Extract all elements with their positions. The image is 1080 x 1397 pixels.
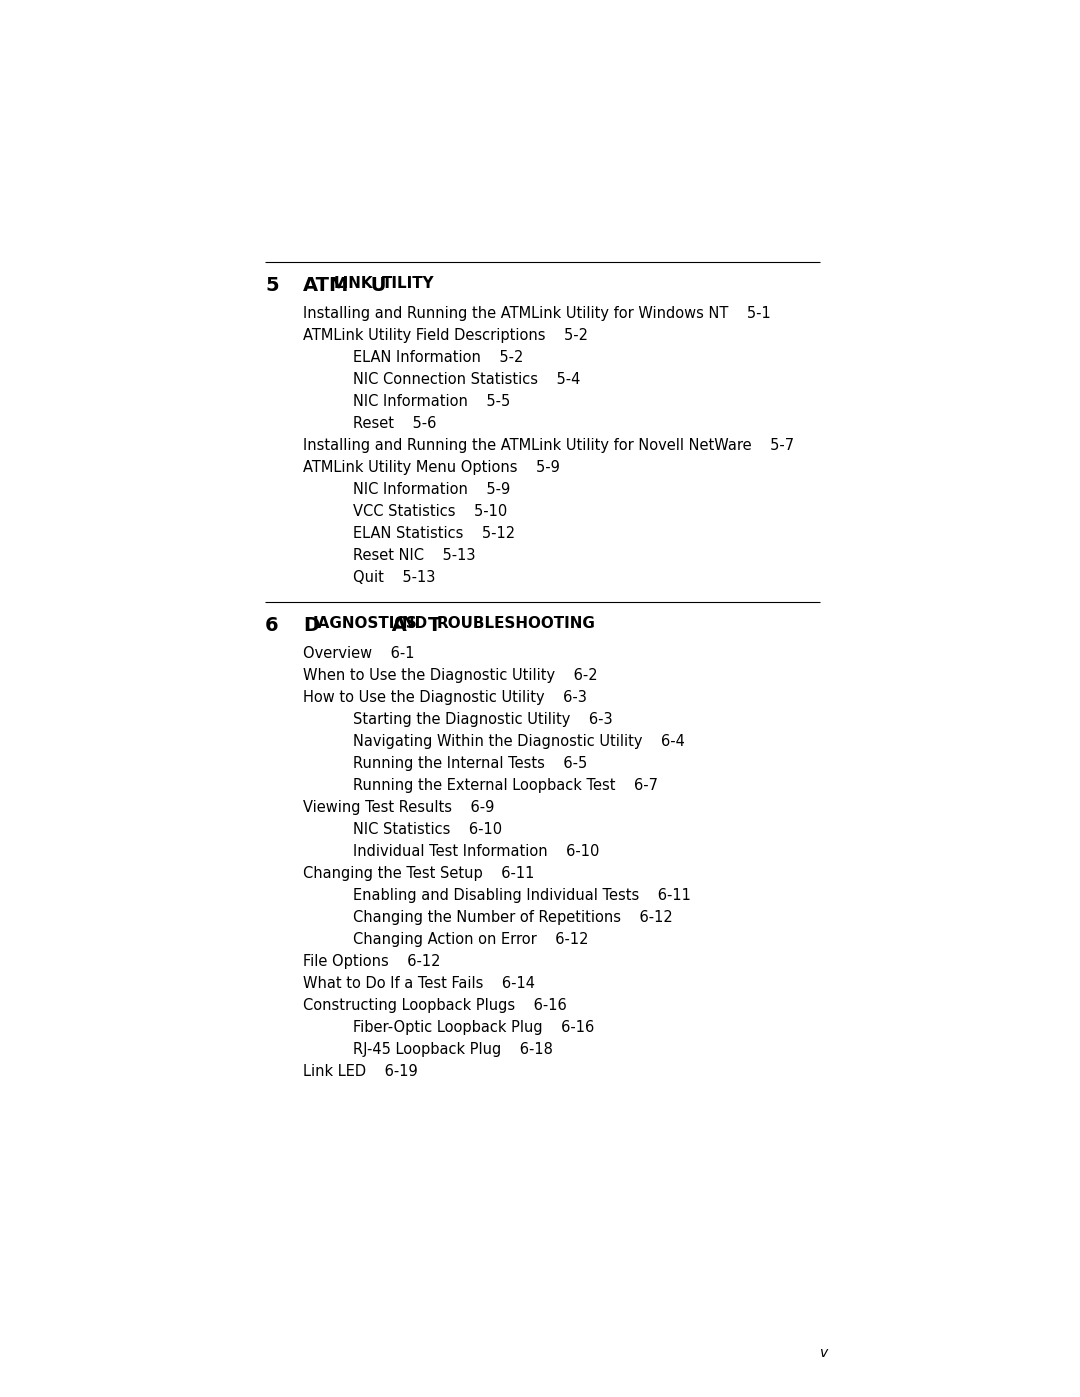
Text: How to Use the Diagnostic Utility    6-3: How to Use the Diagnostic Utility 6-3 [303, 690, 586, 705]
Text: 6: 6 [265, 616, 279, 636]
Text: Running the Internal Tests    6-5: Running the Internal Tests 6-5 [353, 756, 588, 771]
Text: LINK: LINK [334, 277, 374, 291]
Text: ATMLink Utility Menu Options    5-9: ATMLink Utility Menu Options 5-9 [303, 460, 559, 475]
Text: Starting the Diagnostic Utility    6-3: Starting the Diagnostic Utility 6-3 [353, 712, 612, 726]
Text: Individual Test Information    6-10: Individual Test Information 6-10 [353, 844, 599, 859]
Text: v: v [820, 1345, 828, 1361]
Text: NIC Statistics    6-10: NIC Statistics 6-10 [353, 821, 502, 837]
Text: What to Do If a Test Fails    6-14: What to Do If a Test Fails 6-14 [303, 977, 535, 990]
Text: TILITY: TILITY [382, 277, 434, 291]
Text: Link LED    6-19: Link LED 6-19 [303, 1065, 418, 1078]
Text: A: A [384, 616, 407, 636]
Text: Installing and Running the ATMLink Utility for Novell NetWare    5-7: Installing and Running the ATMLink Utili… [303, 439, 794, 453]
Text: Reset    5-6: Reset 5-6 [353, 416, 436, 432]
Text: Quit    5-13: Quit 5-13 [353, 570, 435, 585]
Text: Changing the Test Setup    6-11: Changing the Test Setup 6-11 [303, 866, 535, 882]
Text: RJ-45 Loopback Plug    6-18: RJ-45 Loopback Plug 6-18 [353, 1042, 553, 1058]
Text: IAGNOSTICS: IAGNOSTICS [313, 616, 418, 631]
Text: ATM: ATM [303, 277, 349, 295]
Text: T: T [428, 616, 442, 636]
Text: Constructing Loopback Plugs    6-16: Constructing Loopback Plugs 6-16 [303, 997, 567, 1013]
Text: U: U [364, 277, 387, 295]
Text: ELAN Information    5-2: ELAN Information 5-2 [353, 351, 524, 365]
Text: VCC Statistics    5-10: VCC Statistics 5-10 [353, 504, 508, 520]
Text: NIC Information    5-9: NIC Information 5-9 [353, 482, 510, 497]
Text: Fiber-Optic Loopback Plug    6-16: Fiber-Optic Loopback Plug 6-16 [353, 1020, 594, 1035]
Text: Navigating Within the Diagnostic Utility    6-4: Navigating Within the Diagnostic Utility… [353, 733, 685, 749]
Text: NIC Connection Statistics    5-4: NIC Connection Statistics 5-4 [353, 372, 580, 387]
Text: Viewing Test Results    6-9: Viewing Test Results 6-9 [303, 800, 495, 814]
Text: ROUBLESHOOTING: ROUBLESHOOTING [437, 616, 596, 631]
Text: Changing the Number of Repetitions    6-12: Changing the Number of Repetitions 6-12 [353, 909, 673, 925]
Text: NIC Information    5-5: NIC Information 5-5 [353, 394, 510, 409]
Text: When to Use the Diagnostic Utility    6-2: When to Use the Diagnostic Utility 6-2 [303, 668, 597, 683]
Text: Overview    6-1: Overview 6-1 [303, 645, 415, 661]
Text: Enabling and Disabling Individual Tests    6-11: Enabling and Disabling Individual Tests … [353, 888, 691, 902]
Text: D: D [303, 616, 319, 636]
Text: Installing and Running the ATMLink Utility for Windows NT    5-1: Installing and Running the ATMLink Utili… [303, 306, 771, 321]
Text: Reset NIC    5-13: Reset NIC 5-13 [353, 548, 475, 563]
Text: ATMLink Utility Field Descriptions    5-2: ATMLink Utility Field Descriptions 5-2 [303, 328, 588, 344]
Text: Changing Action on Error    6-12: Changing Action on Error 6-12 [353, 932, 589, 947]
Text: File Options    6-12: File Options 6-12 [303, 954, 441, 970]
Text: 5: 5 [265, 277, 279, 295]
Text: ND: ND [402, 616, 432, 631]
Text: Running the External Loopback Test    6-7: Running the External Loopback Test 6-7 [353, 778, 658, 793]
Text: ELAN Statistics    5-12: ELAN Statistics 5-12 [353, 527, 515, 541]
